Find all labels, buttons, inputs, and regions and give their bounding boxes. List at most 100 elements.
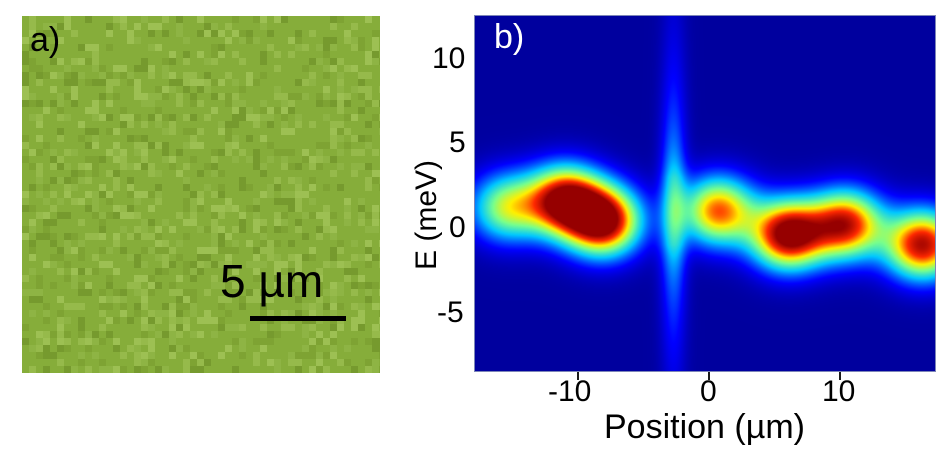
micrograph-speckle [78,247,85,254]
micrograph-speckle [183,219,190,226]
micrograph-speckle [365,51,372,58]
micrograph-speckle [190,205,197,212]
micrograph-speckle [281,226,288,233]
micrograph-speckle [218,170,225,177]
micrograph-speckle [372,324,379,331]
micrograph-speckle [162,65,169,72]
micrograph-speckle [372,282,379,289]
micrograph-speckle [337,121,344,128]
micrograph-speckle [78,219,85,226]
micrograph-speckle [253,254,260,261]
micrograph-speckle [134,275,141,282]
micrograph-speckle [260,240,267,247]
micrograph-speckle [274,289,281,296]
micrograph-speckle [260,310,267,317]
micrograph-speckle [106,282,113,289]
micrograph-speckle [330,233,337,240]
micrograph-speckle [183,51,190,58]
micrograph-speckle [337,128,344,135]
micrograph-speckle [316,296,323,303]
micrograph-speckle [43,303,50,310]
micrograph-speckle [57,338,64,345]
micrograph-speckle [330,303,337,310]
micrograph-speckle [330,282,337,289]
micrograph-speckle [141,16,148,23]
micrograph-speckle [260,114,267,121]
micrograph-speckle [141,352,148,359]
micrograph-speckle [162,30,169,37]
micrograph-speckle [274,261,281,268]
micrograph-speckle [141,65,148,72]
micrograph-speckle [295,254,302,261]
micrograph-speckle [106,86,113,93]
micrograph-speckle [225,121,232,128]
micrograph-speckle [288,37,295,44]
micrograph-speckle [323,65,330,72]
y-tick-label: 5 [449,126,466,159]
micrograph-speckle [197,352,204,359]
micrograph-speckle [78,254,85,261]
micrograph-speckle [358,324,365,331]
micrograph-speckle [253,247,260,254]
micrograph-speckle [120,107,127,114]
micrograph-speckle [190,219,197,226]
micrograph-speckle [134,114,141,121]
micrograph-speckle [92,233,99,240]
micrograph-speckle [379,30,380,37]
micrograph-speckle [22,58,29,65]
micrograph-speckle [351,86,358,93]
micrograph-speckle [57,317,64,324]
micrograph-speckle [71,184,78,191]
micrograph-speckle [211,79,218,86]
micrograph-speckle [288,177,295,184]
micrograph-speckle [288,191,295,198]
micrograph-speckle [92,254,99,261]
micrograph-speckle [316,366,323,373]
micrograph-speckle [281,198,288,205]
micrograph-speckle [330,338,337,345]
micrograph-speckle [162,366,169,373]
micrograph-speckle [344,114,351,121]
micrograph-speckle [225,296,232,303]
micrograph-speckle [239,37,246,44]
micrograph-speckle [148,23,155,30]
micrograph-speckle [64,275,71,282]
micrograph-speckle [57,268,64,275]
micrograph-speckle [211,30,218,37]
micrograph-speckle [22,100,29,107]
micrograph-speckle [211,149,218,156]
micrograph-speckle [92,44,99,51]
micrograph-speckle [302,345,309,352]
micrograph-speckle [134,338,141,345]
micrograph-speckle [295,219,302,226]
micrograph-speckle [330,310,337,317]
micrograph-speckle [246,184,253,191]
micrograph-speckle [99,261,106,268]
micrograph-speckle [295,352,302,359]
micrograph-speckle [358,72,365,79]
micrograph-speckle [127,205,134,212]
micrograph-speckle [253,198,260,205]
micrograph-speckle [267,114,274,121]
micrograph-speckle [29,345,36,352]
micrograph-speckle [162,93,169,100]
micrograph-speckle [162,86,169,93]
micrograph-speckle [330,296,337,303]
micrograph-speckle [190,128,197,135]
micrograph-speckle [50,177,57,184]
micrograph-speckle [169,261,176,268]
micrograph-speckle [274,268,281,275]
micrograph-speckle [141,219,148,226]
micrograph-speckle [274,366,281,373]
micrograph-speckle [379,366,380,373]
micrograph-speckle [365,282,372,289]
micrograph-speckle [246,156,253,163]
micrograph-speckle [36,296,43,303]
micrograph-speckle [197,79,204,86]
micrograph-speckle [169,121,176,128]
micrograph-speckle [22,72,29,79]
micrograph-speckle [190,296,197,303]
micrograph-speckle [99,366,106,373]
micrograph-speckle [379,303,380,310]
micrograph-speckle [120,247,127,254]
